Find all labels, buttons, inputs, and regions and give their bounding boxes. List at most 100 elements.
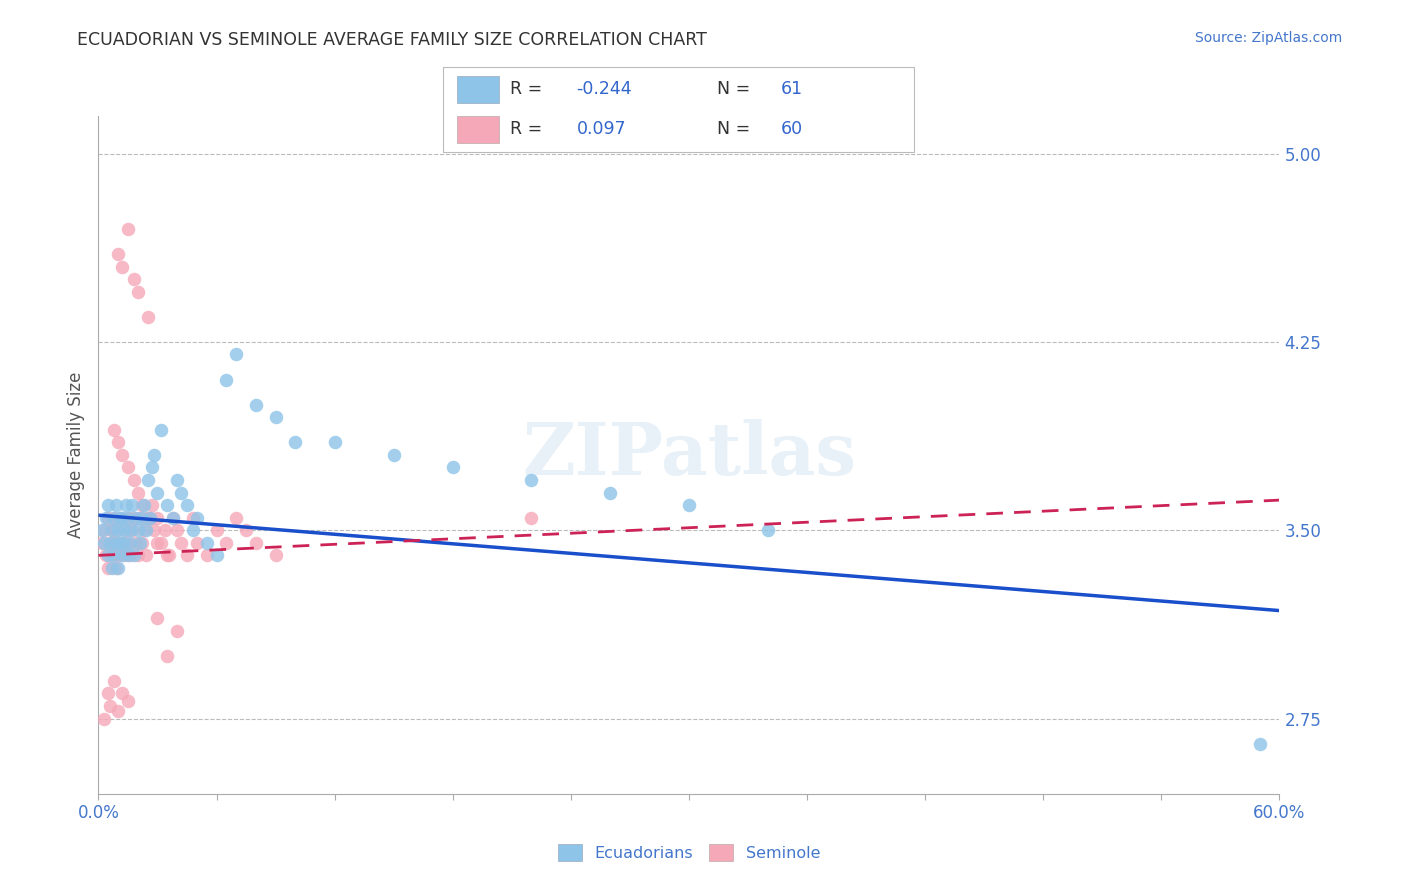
Point xyxy=(195,549,218,563)
Point xyxy=(98,698,121,713)
Point xyxy=(176,498,198,512)
Y-axis label: Average Family Size: Average Family Size xyxy=(66,372,84,538)
Point xyxy=(103,549,125,563)
Point xyxy=(111,510,134,524)
Point xyxy=(105,523,128,537)
Point xyxy=(117,510,139,524)
Point xyxy=(141,498,163,512)
Point xyxy=(93,712,115,726)
Point xyxy=(136,310,159,324)
Point xyxy=(101,523,124,537)
Point xyxy=(225,510,247,524)
Point xyxy=(131,498,153,512)
Point xyxy=(108,510,131,524)
Point xyxy=(107,523,129,537)
Point xyxy=(215,373,238,387)
Point xyxy=(122,473,145,487)
Text: R =: R = xyxy=(510,120,548,138)
Legend: Ecuadorians, Seminole: Ecuadorians, Seminole xyxy=(551,838,827,867)
Point xyxy=(93,523,115,537)
Point xyxy=(131,536,153,550)
Text: N =: N = xyxy=(717,120,756,138)
Point xyxy=(382,448,405,462)
Point xyxy=(157,549,180,563)
Point xyxy=(111,536,134,550)
Point xyxy=(150,423,173,437)
Point xyxy=(121,498,143,512)
Point xyxy=(181,523,204,537)
Point xyxy=(128,510,150,524)
Point xyxy=(166,624,188,638)
Point xyxy=(156,498,179,512)
Point xyxy=(127,523,149,537)
Point xyxy=(98,536,121,550)
Point xyxy=(103,536,125,550)
Point xyxy=(118,523,141,537)
Point xyxy=(97,549,120,563)
Point xyxy=(135,549,157,563)
Point xyxy=(122,510,145,524)
Point xyxy=(146,510,169,524)
Point xyxy=(117,460,139,475)
Point xyxy=(117,536,139,550)
Point xyxy=(235,523,257,537)
Point xyxy=(142,523,165,537)
Point xyxy=(155,523,177,537)
Point xyxy=(103,510,125,524)
Point xyxy=(128,536,150,550)
Text: -0.244: -0.244 xyxy=(576,80,633,98)
Point xyxy=(127,549,149,563)
Point xyxy=(107,549,129,563)
Point xyxy=(132,523,155,537)
Point xyxy=(118,536,141,550)
Point xyxy=(118,549,141,563)
Point xyxy=(156,549,179,563)
Point xyxy=(186,510,208,524)
Point xyxy=(103,510,125,524)
Point xyxy=(111,260,134,274)
Point xyxy=(111,549,134,563)
Point xyxy=(166,473,188,487)
Point xyxy=(156,648,179,663)
Point xyxy=(131,510,153,524)
Point xyxy=(115,523,138,537)
Point xyxy=(136,473,159,487)
Point xyxy=(112,523,135,537)
Point xyxy=(97,561,120,575)
Text: 0.097: 0.097 xyxy=(576,120,626,138)
Point xyxy=(264,549,287,563)
Point xyxy=(225,347,247,361)
Point xyxy=(146,536,169,550)
Point xyxy=(205,523,228,537)
Point xyxy=(103,673,125,688)
Point xyxy=(91,536,114,550)
Point xyxy=(162,510,184,524)
Point xyxy=(121,523,143,537)
Point xyxy=(136,510,159,524)
Point xyxy=(107,247,129,261)
Point xyxy=(138,510,160,524)
Point xyxy=(170,485,193,500)
Point xyxy=(132,498,155,512)
Point xyxy=(245,536,267,550)
Text: ZIPatlas: ZIPatlas xyxy=(522,419,856,491)
Point xyxy=(117,694,139,708)
Point xyxy=(142,448,165,462)
Point xyxy=(181,510,204,524)
Point xyxy=(264,410,287,425)
Text: 61: 61 xyxy=(780,80,803,98)
Point xyxy=(195,536,218,550)
Point xyxy=(127,485,149,500)
Point xyxy=(101,561,124,575)
Point xyxy=(122,549,145,563)
FancyBboxPatch shape xyxy=(443,67,914,152)
Point xyxy=(245,398,267,412)
Point xyxy=(101,549,124,563)
Point xyxy=(176,549,198,563)
Point xyxy=(141,460,163,475)
FancyBboxPatch shape xyxy=(457,116,499,143)
Point xyxy=(166,523,188,537)
Point xyxy=(150,536,173,550)
Point xyxy=(115,498,138,512)
Point xyxy=(127,285,149,299)
